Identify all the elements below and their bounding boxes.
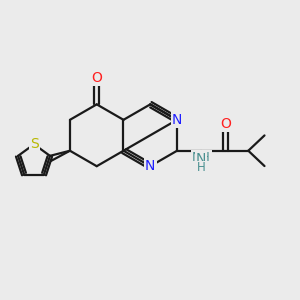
Text: O: O xyxy=(220,117,231,131)
Text: S: S xyxy=(30,137,38,151)
Text: O: O xyxy=(91,71,102,85)
Text: H: H xyxy=(197,161,206,174)
Text: N: N xyxy=(172,113,182,127)
Text: NH: NH xyxy=(192,151,211,164)
Text: N: N xyxy=(196,152,206,166)
Text: N: N xyxy=(145,159,155,173)
